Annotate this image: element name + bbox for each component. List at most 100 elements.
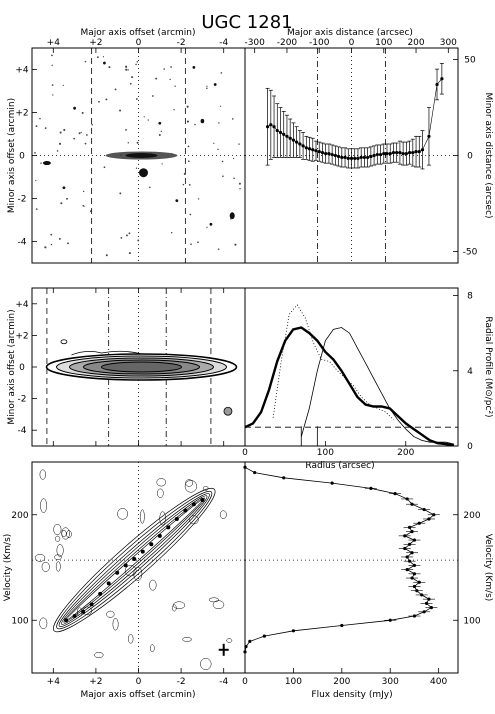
figure-title: UGC 1281 (201, 12, 292, 33)
top-axis-label: Major axis distance (arcsec) (287, 28, 413, 38)
y-tick-label: 100 (11, 616, 28, 626)
profile-point (412, 614, 417, 618)
profile-point (291, 629, 296, 633)
background-star (125, 68, 128, 71)
y-tick-label: 0 (467, 152, 473, 162)
rotation-curve-point (166, 525, 171, 530)
x-tick-label: -4 (219, 38, 228, 48)
profile-point (410, 551, 414, 555)
rotation-curve-point (81, 609, 86, 614)
noise-contour (128, 634, 134, 644)
background-star (206, 87, 208, 90)
x-tick-label: +4 (47, 677, 61, 687)
profile-point (403, 546, 407, 551)
noise-contour (189, 515, 199, 525)
background-star (60, 202, 63, 205)
noise-contour (61, 529, 67, 538)
rotation-curve-point (183, 508, 188, 513)
profile-point (432, 513, 436, 517)
data-point (265, 125, 270, 129)
x-tick-label: +4 (47, 38, 61, 48)
x-tick-label: 400 (430, 677, 447, 687)
background-star (58, 142, 62, 145)
x-axis-label: Flux density (mJy) (311, 690, 392, 700)
background-star (173, 109, 175, 111)
background-star (220, 72, 223, 74)
background-star (67, 242, 69, 245)
background-star (125, 65, 128, 68)
profile-point (262, 634, 266, 638)
foreground-star (158, 121, 162, 125)
pv-panel-frame (31, 461, 246, 674)
background-star (128, 232, 131, 235)
noise-contour (94, 652, 104, 658)
background-star (80, 131, 82, 134)
pv-contour (58, 493, 210, 627)
background-star (213, 142, 215, 144)
background-star (171, 153, 173, 155)
galaxy-core (125, 153, 158, 158)
background-star (150, 152, 152, 154)
y-tick-label: +2 (15, 331, 28, 341)
profile-point (412, 538, 417, 542)
background-star (135, 167, 138, 169)
background-star (161, 163, 163, 165)
rotation-curve-point (123, 563, 128, 568)
noise-contour (173, 601, 186, 609)
y-tick-label: -4 (18, 426, 27, 436)
y-tick-label: -50 (463, 247, 478, 257)
background-star (219, 105, 222, 107)
noise-contour (149, 644, 155, 652)
foreground-star (175, 199, 179, 203)
rotation-curve-point (149, 542, 154, 547)
x-tick-label: -100 (309, 38, 330, 48)
profile-point (248, 639, 252, 643)
x-tick-label: 200 (397, 448, 414, 458)
background-star (119, 109, 122, 112)
background-star (103, 166, 106, 169)
profile-point (407, 559, 412, 563)
background-star (44, 127, 47, 129)
profile-point (427, 597, 431, 601)
hi-contour (60, 339, 68, 345)
x-tick-label: 0 (136, 38, 142, 48)
background-star (125, 234, 128, 237)
profile-point (420, 593, 424, 597)
y-tick-label: -2 (18, 395, 27, 405)
profile-point (427, 517, 431, 521)
x-tick-label: 0 (242, 677, 248, 687)
profile-point (412, 584, 417, 589)
background-star (44, 246, 47, 249)
background-star (151, 95, 154, 97)
noise-contour (133, 566, 143, 581)
noise-contour (185, 479, 193, 487)
foreground-star (103, 61, 106, 65)
profile-point (243, 465, 247, 469)
background-star (114, 88, 117, 91)
background-star (50, 233, 53, 236)
background-star (98, 100, 100, 103)
background-star (102, 56, 105, 58)
profile-point (403, 534, 407, 538)
background-star (238, 143, 240, 145)
x-tick-label: 0 (242, 448, 248, 458)
background-star (230, 217, 232, 220)
background-star (81, 111, 84, 114)
x-tick-label: 300 (440, 38, 457, 48)
y-tick-label: 200 (463, 511, 480, 521)
noise-contour (55, 535, 61, 542)
x-tick-label: 100 (375, 38, 392, 48)
global-profile-line (244, 466, 435, 652)
profile-point (253, 470, 257, 475)
profile-point (282, 476, 286, 480)
rotation-curve-point (89, 602, 94, 607)
rotation-curve-point (174, 516, 179, 521)
background-star (91, 123, 93, 126)
rotation-curve-point (106, 581, 111, 586)
background-star (51, 84, 54, 86)
y-tick-label: 0 (467, 442, 473, 452)
background-star (52, 94, 54, 96)
x-tick-label: -300 (244, 38, 265, 48)
profile-point (410, 502, 414, 506)
